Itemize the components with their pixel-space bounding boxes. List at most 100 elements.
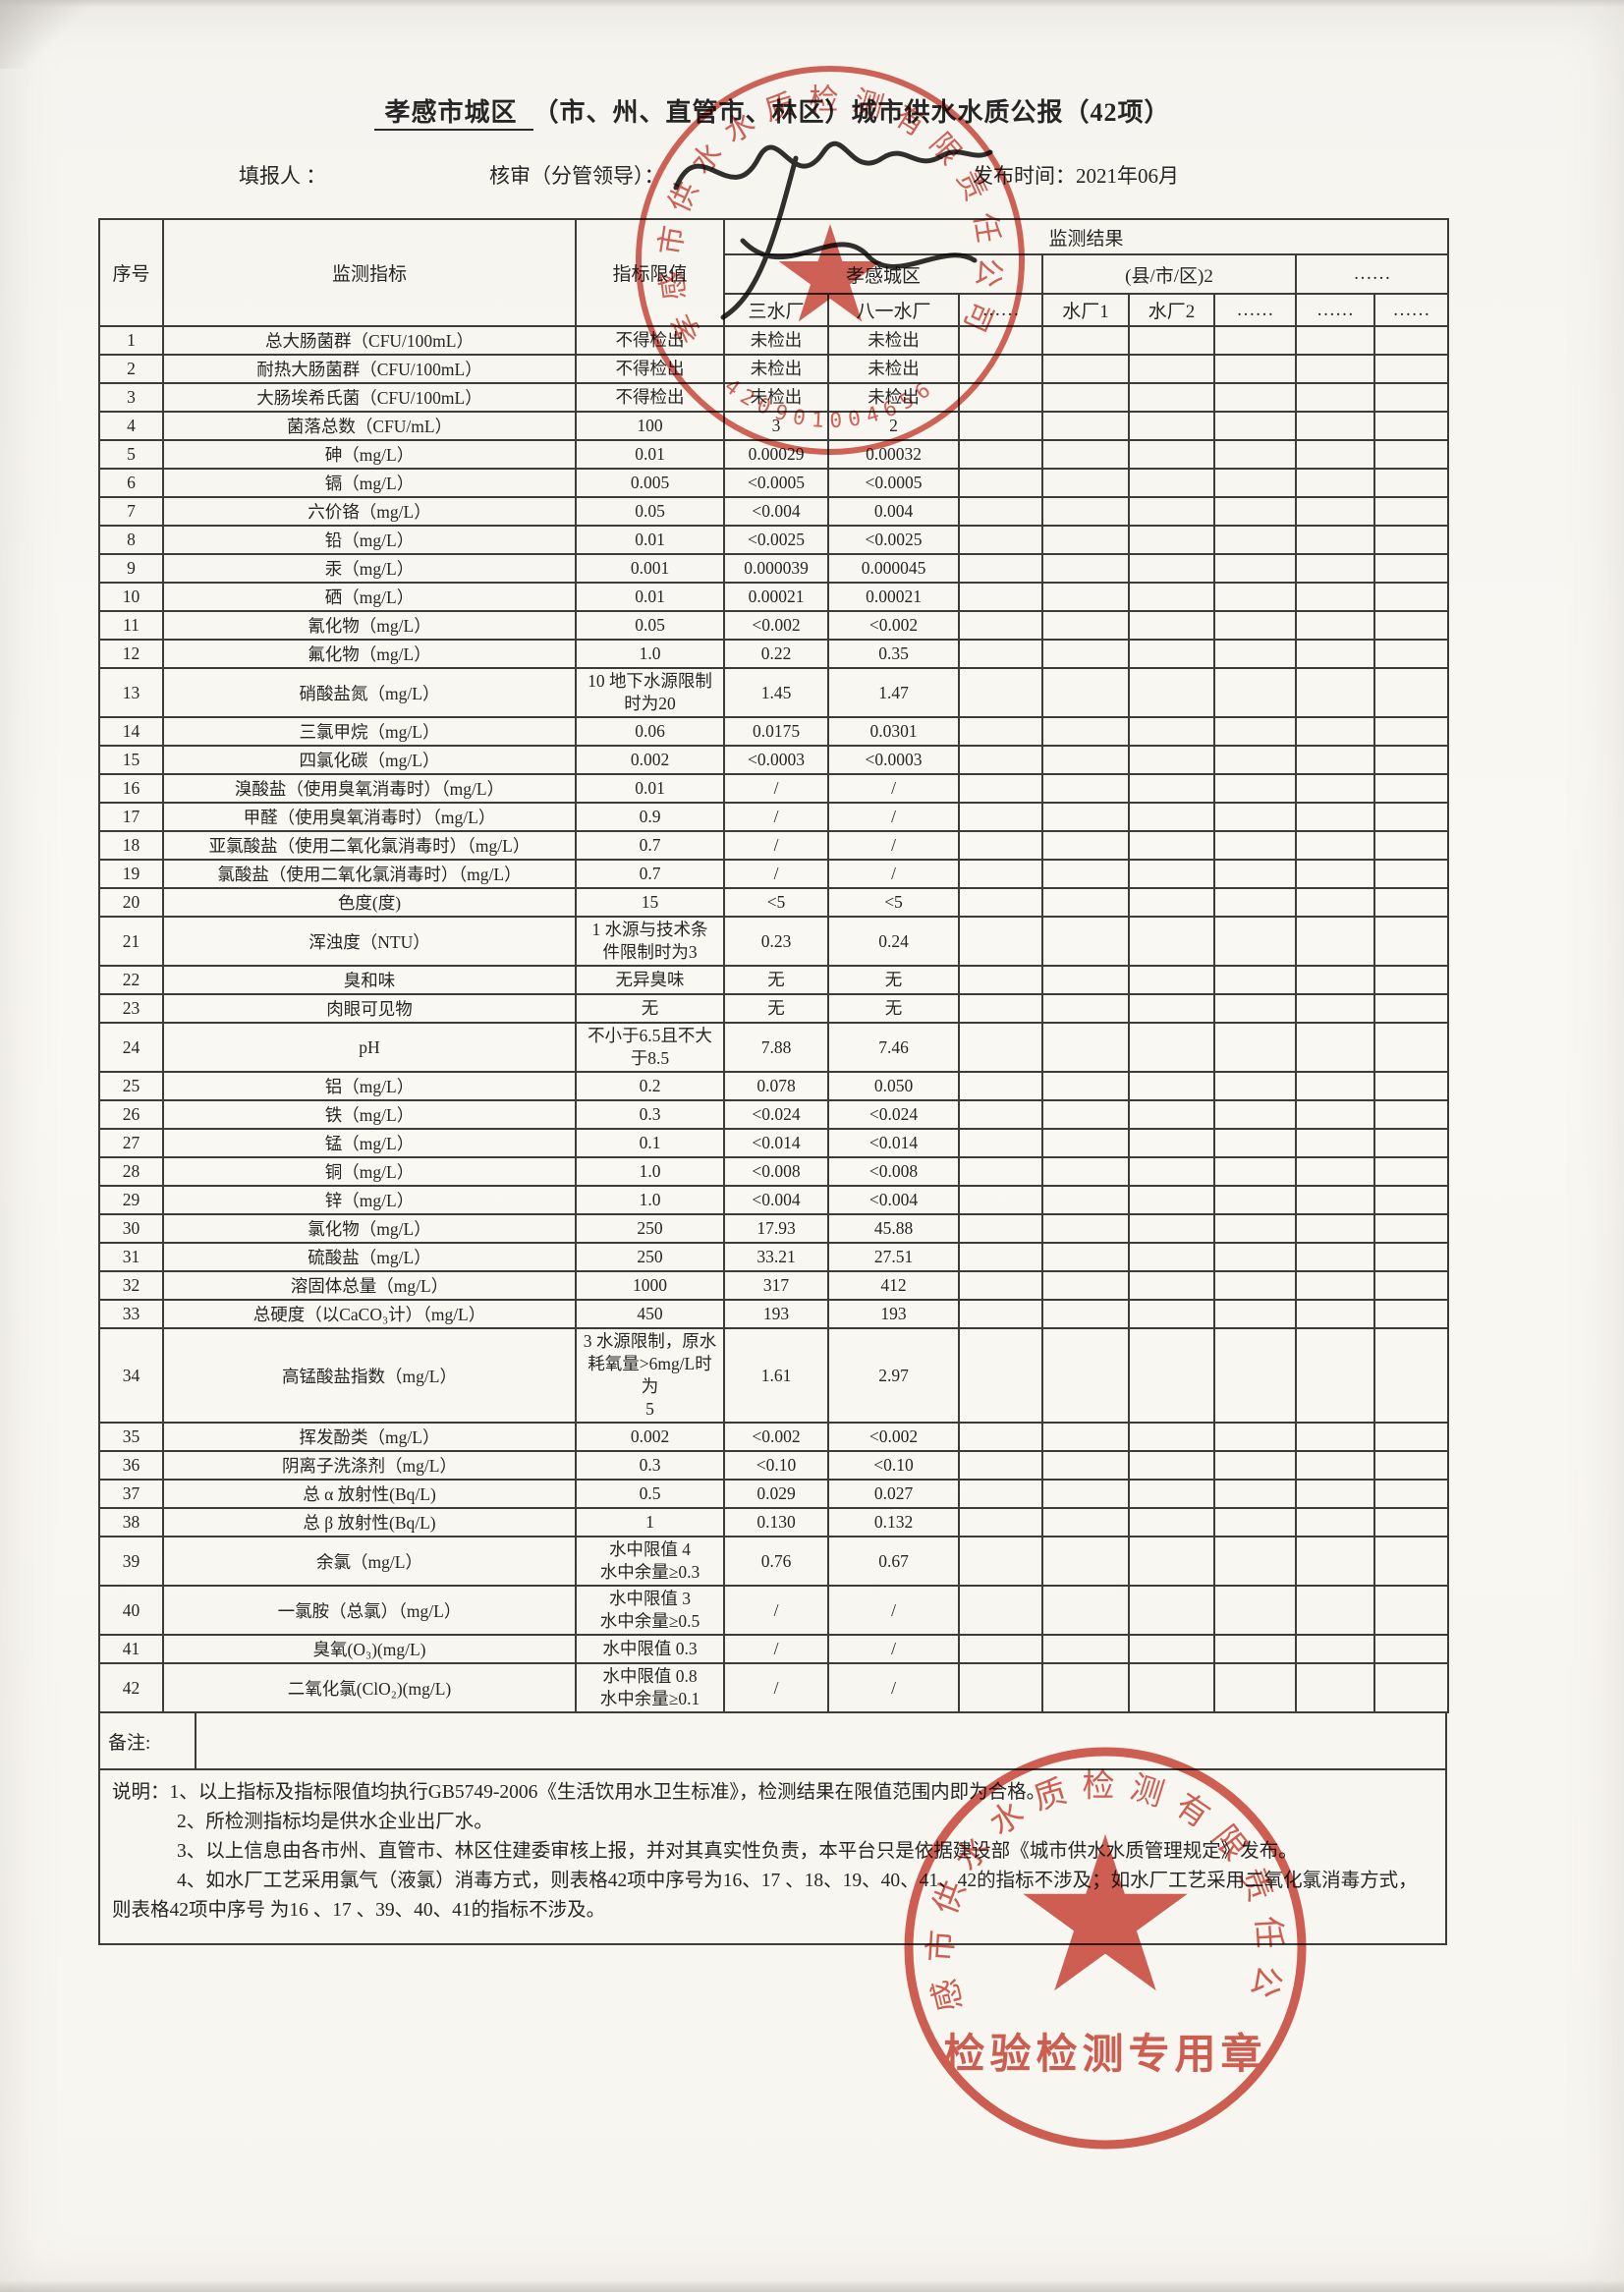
notes-label: 说明：: [112, 1782, 170, 1803]
result-empty-cell: [1372, 525, 1450, 555]
indicator-limit: 水中限值 4 水中余量≥0.3: [575, 1536, 725, 1587]
result-empty-cell: [1041, 1213, 1130, 1244]
indicator-name: 硒（mg/L）: [162, 582, 577, 612]
result-empty-cell: [1213, 582, 1297, 612]
indicator-limit: 0.05: [575, 496, 725, 527]
result-empty-cell: [1372, 887, 1450, 918]
result-empty-cell: [1372, 716, 1450, 747]
seal-title-text: 检验检测专用章: [943, 2031, 1266, 2078]
result-empty-cell: [1295, 553, 1375, 584]
result-value-sanshuichang: 0.0175: [723, 716, 829, 747]
result-empty-cell: [1041, 1507, 1130, 1537]
result-empty-cell: [1372, 745, 1450, 775]
indicator-limit: 1000: [575, 1270, 725, 1301]
result-value-bayishuichang: 2: [827, 411, 960, 441]
indicator-name: 总 β 放射性(Bq/L): [162, 1507, 577, 1537]
indicator-limit: 0.005: [575, 468, 725, 498]
result-empty-cell: [1372, 965, 1450, 995]
result-empty-cell: [1041, 1185, 1130, 1215]
row-number: 16: [98, 773, 164, 804]
result-empty-cell: [1213, 1213, 1297, 1244]
result-value-sanshuichang: <0.004: [723, 1185, 829, 1215]
result-empty-cell: [958, 496, 1043, 527]
table-row: 6 镉（mg/L） 0.005 <0.0005 <0.0005: [98, 468, 1450, 498]
indicator-limit: 450: [575, 1299, 725, 1329]
result-empty-cell: [1128, 1270, 1215, 1301]
result-empty-cell: [1372, 411, 1450, 441]
result-value-sanshuichang: <5: [723, 887, 829, 918]
result-empty-cell: [1372, 1422, 1450, 1452]
result-value-bayishuichang: 0.027: [827, 1479, 960, 1509]
result-empty-cell: [1372, 439, 1450, 470]
header-plant: ……: [1213, 293, 1297, 327]
result-empty-cell: [1128, 1128, 1215, 1158]
row-number: 23: [98, 993, 164, 1024]
table-row: 14 三氯甲烷（mg/L） 0.06 0.0175 0.0301: [98, 716, 1450, 747]
result-empty-cell: [958, 887, 1043, 918]
indicator-name: 余氯（mg/L）: [162, 1536, 577, 1587]
header-plant: ……: [958, 293, 1043, 327]
result-value-sanshuichang: /: [723, 859, 829, 889]
result-empty-cell: [1213, 1299, 1297, 1329]
result-value-sanshuichang: 未检出: [723, 382, 829, 413]
result-empty-cell: [958, 667, 1043, 718]
result-empty-cell: [1213, 830, 1297, 861]
result-empty-cell: [1372, 382, 1450, 413]
table-row: 12 氟化物（mg/L） 1.0 0.22 0.35: [98, 639, 1450, 669]
indicator-name: 六价铬（mg/L）: [162, 496, 577, 527]
result-value-bayishuichang: <0.024: [827, 1099, 960, 1130]
result-value-sanshuichang: 未检出: [723, 354, 829, 384]
table-row: 17 甲醛（使用臭氧消毒时）（mg/L） 0.9//: [98, 802, 1450, 832]
row-number: 38: [98, 1507, 164, 1537]
result-empty-cell: [1372, 773, 1450, 804]
result-empty-cell: [1213, 667, 1297, 718]
indicator-name: 镉（mg/L）: [162, 468, 577, 498]
result-empty-cell: [1295, 1585, 1375, 1636]
result-empty-cell: [958, 1479, 1043, 1509]
result-empty-cell: [958, 745, 1043, 775]
result-empty-cell: [1295, 1422, 1375, 1452]
result-empty-cell: [1213, 1185, 1297, 1215]
result-empty-cell: [1128, 525, 1215, 555]
indicator-limit: 0.7: [575, 859, 725, 889]
remark-label: 备注:: [100, 1713, 196, 1768]
result-value-sanshuichang: 无: [723, 965, 829, 995]
result-value-bayishuichang: 45.88: [827, 1213, 960, 1244]
result-empty-cell: [1295, 745, 1375, 775]
result-empty-cell: [1128, 582, 1215, 612]
table-row: 28 铜（mg/L） 1.0 <0.008 <0.008: [98, 1156, 1450, 1187]
result-empty-cell: [958, 525, 1043, 555]
result-value-sanshuichang: 0.00021: [723, 582, 829, 612]
indicator-name: 耐热大肠菌群（CFU/100mL）: [162, 354, 577, 384]
result-value-sanshuichang: 0.22: [723, 639, 829, 669]
row-number: 20: [98, 887, 164, 918]
indicator-limit: 0.002: [575, 745, 725, 775]
result-empty-cell: [1213, 1479, 1297, 1509]
result-empty-cell: [1295, 1270, 1375, 1301]
indicator-name: 锰（mg/L）: [162, 1128, 577, 1158]
result-empty-cell: [1041, 411, 1130, 441]
result-empty-cell: [1041, 354, 1130, 384]
row-number: 10: [98, 582, 164, 612]
table-row: 42 二氧化氯(ClO₂)(mg/L) 水中限值 0.8 水中余量≥0.1//: [98, 1662, 1450, 1713]
table-row: 20 色度(度) 15 <5 <5: [98, 887, 1450, 918]
result-empty-cell: [1372, 1634, 1450, 1664]
result-empty-cell: [1041, 1662, 1130, 1713]
result-value-sanshuichang: <0.0003: [723, 745, 829, 775]
page-title: 孝感市城区 （市、州、直管市、林区）城市供水水质公报（42项）: [98, 92, 1447, 131]
result-empty-cell: [1295, 1156, 1375, 1187]
result-empty-cell: [1372, 1479, 1450, 1509]
indicator-limit: 0.06: [575, 716, 725, 747]
indicator-limit: 水中限值 0.3: [575, 1634, 725, 1664]
water-quality-table: 序号 监测指标 指标限值 监测结果 孝感城区 (县/市/区)2 …… 三水厂 八…: [98, 218, 1450, 1713]
indicator-name: 阴离子洗涤剂（mg/L）: [162, 1450, 577, 1481]
result-empty-cell: [1295, 582, 1375, 612]
result-empty-cell: [1128, 468, 1215, 498]
indicator-limit: 1.0: [575, 639, 725, 669]
result-empty-cell: [1295, 993, 1375, 1024]
table-row: 5 砷（mg/L） 0.01 0.00029 0.00032: [98, 439, 1450, 470]
result-value-sanshuichang: 0.130: [723, 1507, 829, 1537]
indicator-limit: 0.001: [575, 553, 725, 584]
result-empty-cell: [958, 468, 1043, 498]
note-line: 2、所检测指标均是供水企业出厂水。: [177, 1812, 493, 1832]
